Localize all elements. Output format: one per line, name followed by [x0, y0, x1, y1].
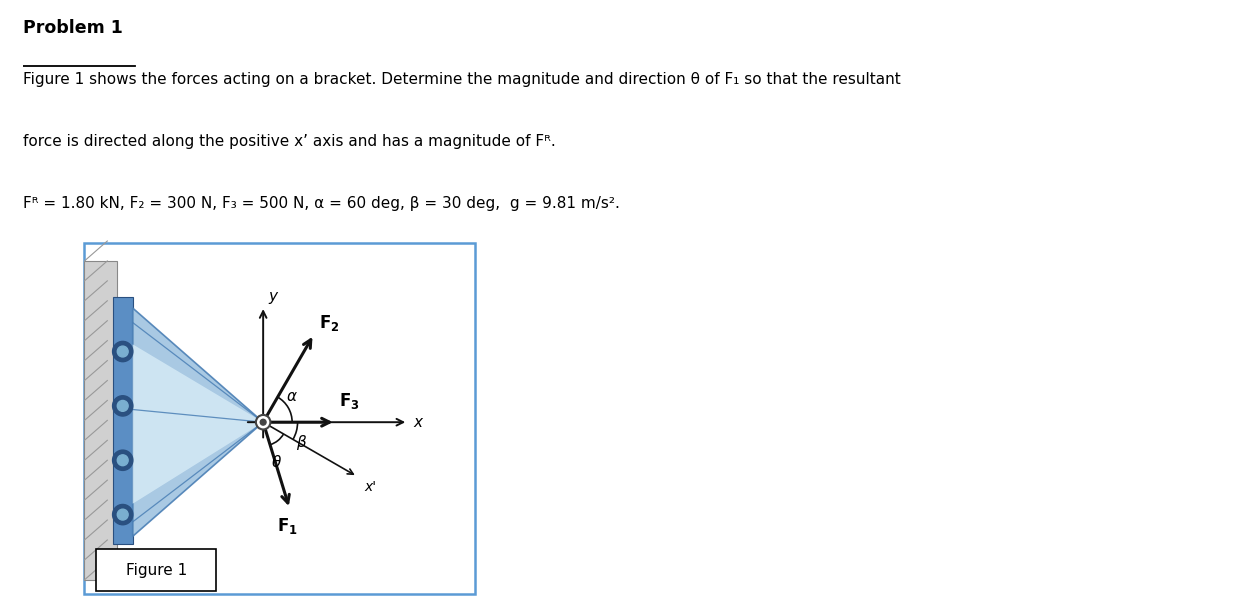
Text: Problem 1: Problem 1: [23, 19, 123, 37]
Circle shape: [256, 415, 270, 429]
Text: x: x: [413, 415, 422, 429]
Circle shape: [260, 419, 266, 425]
Circle shape: [113, 396, 133, 416]
Circle shape: [117, 455, 128, 466]
Circle shape: [113, 341, 133, 362]
Text: $\mathbf{F_2}$: $\mathbf{F_2}$: [319, 312, 340, 333]
Circle shape: [113, 504, 133, 525]
Text: $\beta$: $\beta$: [295, 432, 306, 452]
Bar: [84, 261, 117, 580]
Bar: [113, 297, 133, 544]
Text: $\theta$: $\theta$: [271, 454, 283, 470]
Circle shape: [117, 509, 128, 520]
Text: force is directed along the positive x’ axis and has a magnitude of Fᴿ.: force is directed along the positive x’ …: [23, 133, 555, 149]
Polygon shape: [133, 344, 264, 504]
Text: x': x': [364, 480, 377, 494]
Text: $\alpha$: $\alpha$: [286, 388, 298, 403]
FancyBboxPatch shape: [97, 549, 216, 591]
Text: $\mathbf{F_3}$: $\mathbf{F_3}$: [339, 391, 360, 411]
Text: Figure 1: Figure 1: [126, 562, 187, 577]
Text: $\mathbf{F_1}$: $\mathbf{F_1}$: [278, 516, 298, 536]
Text: y: y: [269, 289, 278, 304]
Text: Figure 1 shows the forces acting on a bracket. Determine the magnitude and direc: Figure 1 shows the forces acting on a br…: [23, 72, 901, 87]
Text: Fᴿ = 1.80 kN, F₂ = 300 N, F₃ = 500 N, α = 60 deg, β = 30 deg,  g = 9.81 m/s².: Fᴿ = 1.80 kN, F₂ = 300 N, F₃ = 500 N, α …: [23, 196, 619, 211]
Circle shape: [117, 346, 128, 357]
Circle shape: [117, 400, 128, 411]
Circle shape: [113, 450, 133, 471]
Polygon shape: [133, 308, 264, 536]
